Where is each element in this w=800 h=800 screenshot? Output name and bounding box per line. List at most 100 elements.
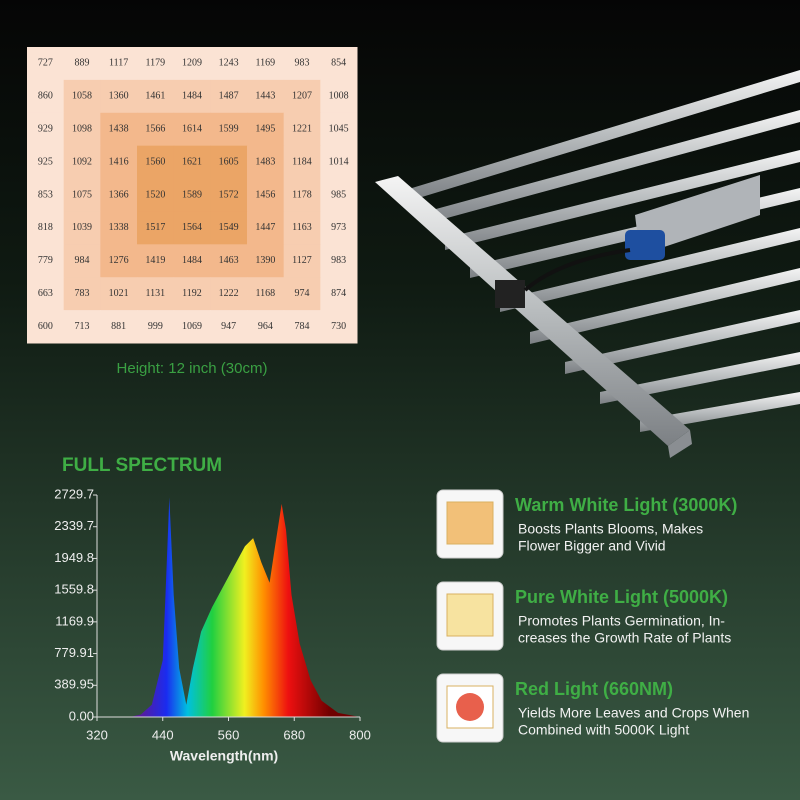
x-tick-label: 320 [86,727,108,742]
grid-value: 1127 [292,255,312,266]
grid-cell [63,211,101,245]
feature-title: Pure White Light (5000K) [515,587,728,607]
grid-value: 1021 [109,288,129,299]
grid-cell [63,178,101,212]
grid-value: 1168 [256,288,276,299]
grid-value: 984 [75,255,90,266]
grid-cell [173,112,211,147]
led-chip [446,501,494,545]
feature-title: Red Light (660NM) [515,679,673,699]
grid-cell [210,310,248,344]
grid-value: 1221 [292,124,312,135]
grid-value: 1360 [109,91,129,102]
grid-value: 1621 [182,156,202,167]
grid-cell [173,277,211,311]
grid-cell [27,178,65,212]
grid-value: 1572 [219,189,239,200]
grid-value: 929 [38,124,53,135]
grid-cell [210,79,248,114]
grid-value: 889 [75,58,90,69]
grid-value: 1366 [109,189,129,200]
x-tick-label: 800 [349,727,371,742]
grid-value: 1058 [72,91,92,102]
grid-value: 784 [295,321,310,332]
grid-value: 1461 [145,91,165,102]
grid-cell [27,244,65,278]
grid-value: 1008 [329,91,349,102]
grid-cell [283,178,321,212]
x-tick-label: 440 [152,727,174,742]
grid-value: 1560 [145,156,165,167]
grid-cell [137,277,175,311]
grid-cell [247,244,285,278]
grid-cell [173,244,211,278]
grid-value: 1456 [255,189,275,200]
grid-value: 1416 [109,156,129,167]
grid-cell [27,145,65,180]
grid-value: 1209 [182,58,202,69]
grid-cell [100,178,138,212]
spectrum-area [129,497,360,717]
grid-value: 874 [331,288,346,299]
grid-value: 1222 [219,288,239,299]
grid-value: 730 [331,321,346,332]
grid-cell [247,112,285,147]
grid-cell [27,79,65,114]
feature-desc: Promotes Plants Germination, In- [518,613,725,629]
grid-value: 1589 [182,189,202,200]
grid-cell [210,47,248,81]
grid-cell [27,211,65,245]
grid-value: 1207 [292,91,312,102]
grid-cell [100,277,138,311]
grid-cell [63,277,101,311]
feature-desc: creases the Growth Rate of Plants [518,630,731,646]
grid-value: 1338 [109,222,129,233]
grid-cell [63,145,101,180]
grid-value: 1419 [145,255,165,266]
y-tick-label: 2729.7 [54,486,94,501]
grid-cell [63,244,101,278]
grid-value: 1520 [145,189,165,200]
grid-cell [100,211,138,245]
grid-value: 925 [38,156,53,167]
grid-cell [283,244,321,278]
grid-cell [320,277,358,311]
grid-cell [173,178,211,212]
grid-value: 983 [295,58,310,69]
grid-cell [63,47,101,81]
grid-cell [283,47,321,81]
grid-cell [173,47,211,81]
grid-value: 983 [331,255,346,266]
grid-cell [320,244,358,278]
feature-desc: Combined with 5000K Light [518,722,689,738]
grid-value: 1045 [329,124,349,135]
grid-cell [100,145,138,180]
grid-value: 1438 [109,124,129,135]
grid-value: 1443 [255,91,275,102]
grid-value: 1184 [292,156,312,167]
grid-value: 779 [38,255,53,266]
grid-value: 713 [75,321,90,332]
grid-value: 783 [75,288,90,299]
grid-cell [27,47,65,81]
grid-value: 881 [111,321,126,332]
grid-cell [63,79,101,114]
red-led [456,693,484,721]
grid-value: 999 [148,321,163,332]
grid-cell [137,178,175,212]
grid-value: 1487 [219,91,239,102]
x-axis-label: Wavelength(nm) [170,748,278,764]
grid-value: 1605 [219,156,239,167]
feature-desc: Boosts Plants Blooms, Makes [518,521,703,537]
y-tick-label: 2339.7 [54,518,94,533]
grid-value: 1092 [72,156,92,167]
grid-cell [137,211,175,245]
grid-cell [283,310,321,344]
grid-value: 1178 [292,189,312,200]
grid-cell [320,47,358,81]
grid-value: 1243 [219,58,239,69]
grid-cell [210,277,248,311]
chart-title: FULL SPECTRUM [62,455,222,476]
grid-cell [283,145,321,180]
